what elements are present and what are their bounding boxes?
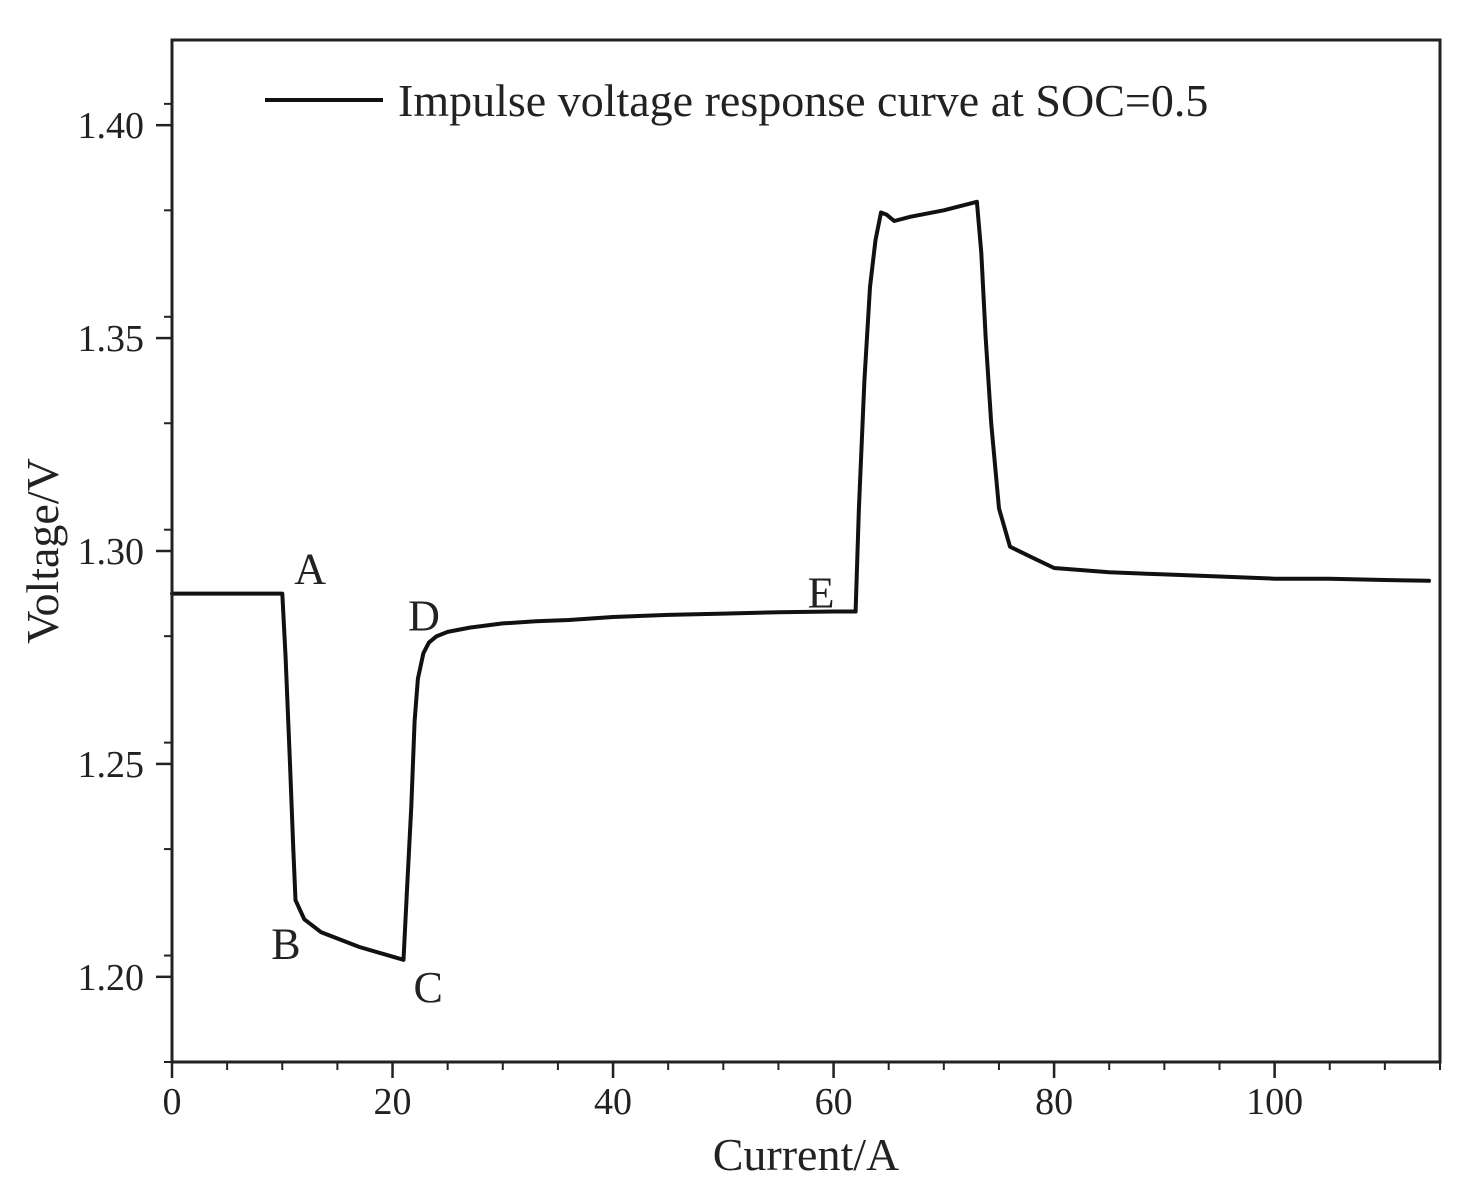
legend-label: Impulse voltage response curve at SOC=0.… <box>398 75 1208 126</box>
x-tick-label: 60 <box>815 1081 853 1123</box>
x-tick-label: 100 <box>1246 1081 1303 1123</box>
y-tick-label: 1.25 <box>78 744 145 786</box>
x-tick-label: 40 <box>594 1081 632 1123</box>
y-axis-title: Voltage/V <box>17 458 68 644</box>
y-tick-label: 1.35 <box>78 318 145 360</box>
y-tick-label: 1.30 <box>78 531 145 573</box>
point-label-e: E <box>808 568 835 617</box>
x-axis-title: Current/A <box>713 1129 900 1180</box>
x-tick-label: 80 <box>1035 1081 1073 1123</box>
y-tick-label: 1.40 <box>78 105 145 147</box>
point-label-d: D <box>408 592 440 641</box>
point-annotations: A B C D E <box>271 545 834 1012</box>
point-label-a: A <box>294 545 326 594</box>
series-layer <box>170 199 1431 962</box>
series-line <box>170 199 1431 962</box>
x-tick-labels: 0 20 40 60 80 100 <box>163 1081 1304 1123</box>
point-label-b: B <box>271 920 300 969</box>
minor-ticks <box>164 102 1441 1070</box>
point-label-c: C <box>414 963 443 1012</box>
y-tick-labels: 1.20 1.25 1.30 1.35 1.40 <box>78 105 145 999</box>
major-ticks <box>156 123 1276 1078</box>
plot-frame <box>170 38 1442 1064</box>
y-tick-label: 1.20 <box>78 957 145 999</box>
x-tick-label: 20 <box>374 1081 412 1123</box>
legend: Impulse voltage response curve at SOC=0.… <box>265 75 1208 126</box>
x-tick-label: 0 <box>163 1081 182 1123</box>
